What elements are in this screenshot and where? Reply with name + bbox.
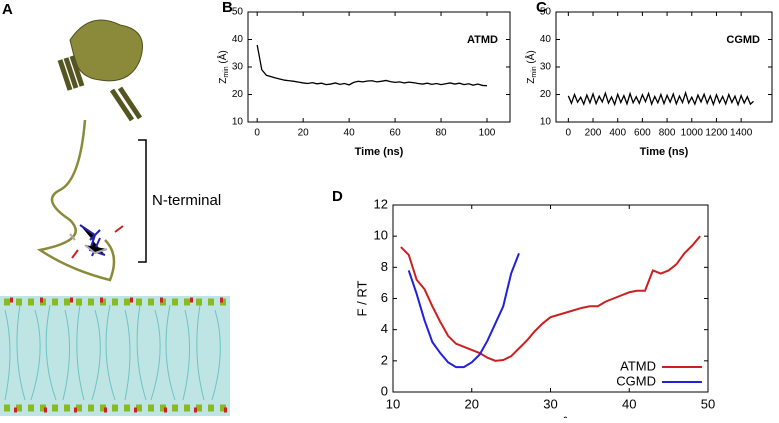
x-tick-label: 10 [386, 396, 400, 411]
axis-label-part: min [223, 66, 230, 77]
y-tick-label: 10 [540, 117, 552, 128]
annotation: ATMD [467, 34, 498, 46]
panel-label: A [2, 1, 13, 18]
axis-label: Zmin (Å) [216, 50, 230, 84]
plot-frame [392, 204, 709, 393]
side-chains [69, 224, 124, 259]
y-tick-label: 40 [232, 34, 244, 45]
protein-core [69, 19, 143, 82]
y-tick-label: 50 [232, 7, 244, 18]
membrane [0, 296, 230, 416]
panel-label: D [332, 188, 343, 205]
axis-label: Zmin (Å) [524, 50, 538, 84]
y-tick-label: 4 [381, 321, 388, 336]
x-tick-label: 1200 [705, 128, 728, 139]
x-tick-label: 50 [701, 396, 715, 411]
x-tick-label: 400 [609, 128, 626, 139]
x-tick-label: 0 [566, 128, 572, 139]
panel-a-illustration: A N-terminal [0, 1, 234, 416]
data-line [256, 44, 488, 87]
y-tick-label: 2 [381, 352, 388, 367]
axis-label-part: Z [218, 78, 229, 84]
x-tick-label: 1400 [730, 128, 753, 139]
panel-label: C [536, 0, 547, 16]
panel-label: B [222, 0, 233, 16]
y-tick-label: 10 [232, 117, 244, 128]
data-line [407, 252, 520, 369]
head-groups [4, 297, 234, 413]
axis-label-part: Z [526, 78, 537, 84]
data-line [400, 235, 701, 362]
x-axis-label: Time (ns) [640, 146, 689, 158]
x-tick-label: 100 [479, 128, 496, 139]
plot-frame [247, 11, 511, 123]
y-tick-label: 20 [540, 89, 552, 100]
x-tick-label: 200 [585, 128, 602, 139]
x-tick-label: 1000 [681, 128, 704, 139]
legend-label: CGMD [616, 373, 656, 388]
protein-helices [57, 55, 143, 122]
y-tick-label: 50 [540, 7, 552, 18]
axis-label-part: (Å) [216, 50, 229, 66]
axis-label-part: (Å) [524, 50, 537, 66]
n-terminal-chain [36, 119, 116, 282]
x-tick-label: 60 [390, 128, 402, 139]
lipid-tails [4, 304, 221, 401]
y-tick-label: 30 [540, 62, 552, 73]
x-tick-label: 600 [634, 128, 651, 139]
x-axis-label: Time (ns) [355, 146, 404, 158]
y-tick-label: 6 [381, 290, 388, 305]
x-tick-label: 0 [254, 128, 260, 139]
x-tick-label: 30 [543, 396, 557, 411]
x-tick-label: 80 [435, 128, 447, 139]
legend-label: ATMD [620, 358, 656, 373]
plot-frame [555, 11, 773, 123]
y-tick-label: 0 [381, 383, 388, 398]
y-tick-label: 8 [381, 259, 388, 274]
x-tick-label: 40 [622, 396, 636, 411]
y-tick-label: 12 [374, 196, 388, 211]
annotation: N-terminal [152, 192, 221, 209]
y-axis-label: F / RT [354, 281, 369, 317]
x-tick-label: 20 [465, 396, 479, 411]
x-tick-label: 20 [298, 128, 310, 139]
y-tick-label: 10 [374, 228, 388, 243]
axis-label-part: min [531, 66, 538, 77]
y-tick-label: 20 [232, 89, 244, 100]
y-tick-label: 40 [540, 34, 552, 45]
bracket [138, 139, 147, 263]
data-line [567, 90, 754, 107]
y-tick-label: 30 [232, 62, 244, 73]
annotation: CGMD [726, 34, 760, 46]
x-tick-label: 40 [344, 128, 356, 139]
x-tick-label: 800 [659, 128, 676, 139]
